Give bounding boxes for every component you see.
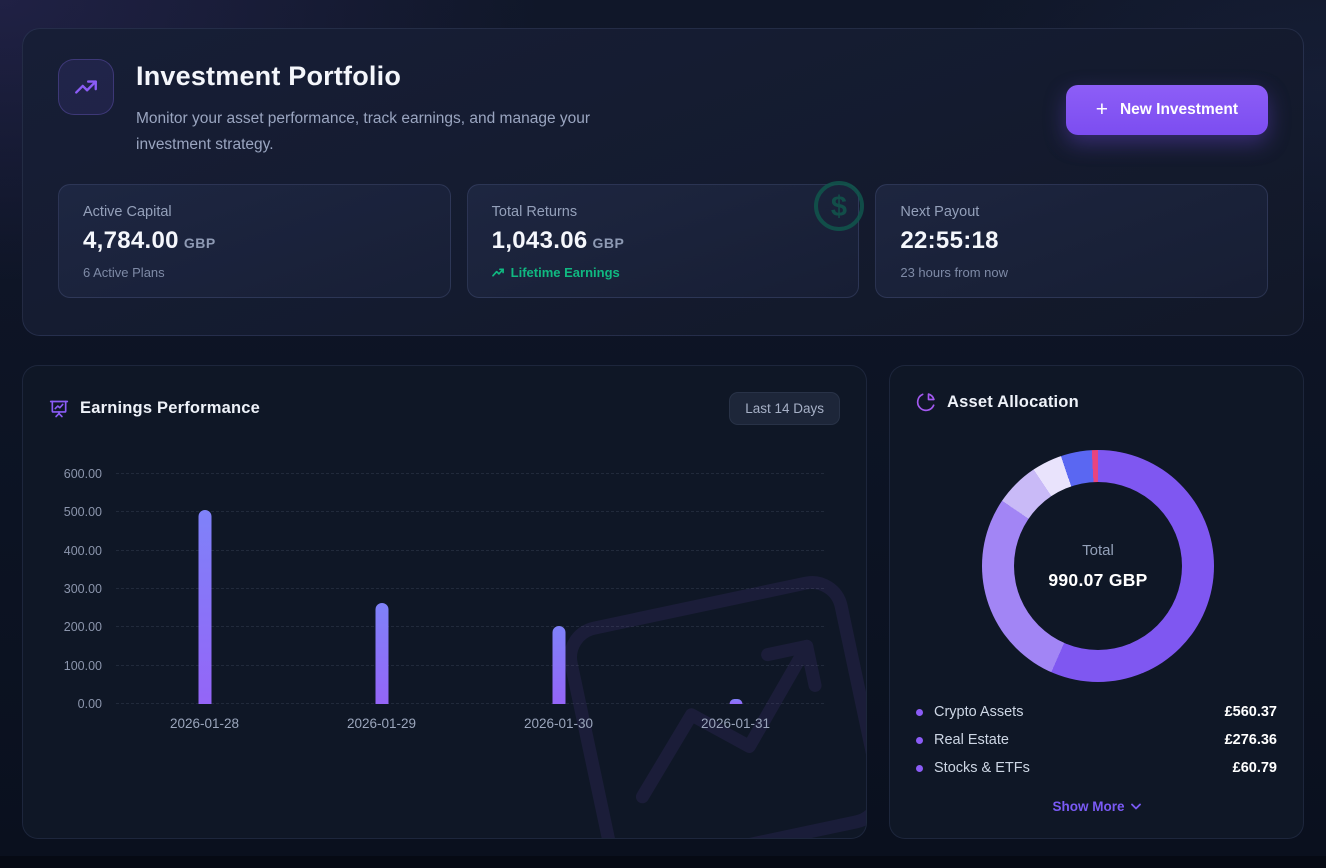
- allocation-panel-title: Asset Allocation: [947, 392, 1079, 411]
- y-axis-tick: 100.00: [63, 658, 102, 673]
- stat-value: 4,784.00 GBP: [83, 227, 216, 255]
- page-title: Investment Portfolio: [136, 61, 402, 91]
- show-more-label: Show More: [1052, 799, 1125, 814]
- stat-subtext: Lifetime Earnings: [510, 265, 620, 281]
- earnings-panel-title: Earnings Performance: [80, 399, 261, 417]
- donut-total-label: Total: [1082, 541, 1114, 559]
- gridline: [116, 626, 824, 628]
- stats-row: Active Capital 4,784.00 GBP 6 Active Plan…: [58, 181, 1269, 299]
- earnings-bar-2026-01-29[interactable]: [375, 603, 388, 704]
- gridline: [116, 549, 824, 551]
- presentation-chart-icon: [49, 400, 69, 417]
- legend-row-crypto: Crypto Assets £560.37: [916, 698, 1277, 726]
- y-axis-tick: 600.00: [63, 467, 102, 481]
- stat-value: 1,043.06 GBP: [491, 227, 625, 255]
- lifetime-earnings-row: Lifetime Earnings: [491, 265, 835, 281]
- legend-value: £560.37: [1224, 704, 1277, 720]
- y-axis-tick: 200.00: [63, 620, 102, 635]
- stat-label: Total Returns: [491, 204, 578, 221]
- stat-card-next-payout: Next Payout 22:55:18 23 hours from now: [875, 184, 1269, 299]
- asset-allocation-panel: Asset Allocation Total 990.07 GBP Crypto…: [889, 365, 1304, 839]
- earnings-bar-2026-01-31[interactable]: [729, 699, 742, 704]
- y-axis-tick: 400.00: [63, 543, 102, 558]
- stat-card-active-capital: Active Capital 4,784.00 GBP 6 Active Plan…: [58, 184, 451, 299]
- legend-dot: [916, 764, 923, 772]
- donut-center: Total 990.07 GBP: [1014, 482, 1182, 650]
- date-range-badge[interactable]: Last 14 Days: [729, 392, 840, 425]
- stat-subtext: 6 Active Plans: [83, 265, 165, 281]
- x-axis-label: 2026-01-29: [346, 716, 417, 731]
- donut-total-value: 990.07 GBP: [1048, 569, 1148, 590]
- legend-row-stocks: Stocks & ETFs £60.79: [916, 754, 1277, 782]
- new-investment-button[interactable]: + New Investment: [1065, 85, 1268, 135]
- earnings-bar-2026-01-30[interactable]: [552, 626, 565, 704]
- y-axis-tick: 0.00: [77, 697, 102, 711]
- portfolio-icon-tile: [58, 59, 114, 115]
- stat-label: Active Capital: [83, 204, 172, 221]
- pie-chart-icon: [916, 393, 935, 412]
- allocation-donut[interactable]: Total 990.07 GBP: [982, 450, 1214, 682]
- page-subtitle: Monitor your asset performance, track ea…: [136, 110, 591, 154]
- gridline: [116, 588, 824, 589]
- new-investment-label: New Investment: [1119, 101, 1238, 118]
- x-axis-label: 2026-01-31: [700, 716, 771, 731]
- allocation-legend: Crypto Assets £560.37 Real Estate £276.3…: [916, 698, 1277, 782]
- x-axis-label: 2026-01-28: [169, 716, 240, 731]
- legend-dot: [916, 708, 923, 716]
- show-more-link[interactable]: Show More: [890, 799, 1303, 814]
- gridline: [116, 473, 824, 474]
- trending-up-icon: [75, 80, 97, 94]
- gridline: [116, 511, 824, 513]
- plus-icon: +: [1095, 97, 1108, 121]
- y-axis-tick: 300.00: [63, 582, 102, 596]
- chevron-down-icon: [1130, 803, 1141, 810]
- gridline: [116, 664, 824, 666]
- legend-label: Crypto Assets: [934, 704, 1024, 720]
- legend-label: Real Estate: [934, 732, 1009, 748]
- earnings-performance-panel: Earnings Performance Last 14 Days 600.00…: [22, 365, 867, 839]
- payout-countdown: 22:55:18: [900, 227, 999, 255]
- legend-dot: [916, 736, 923, 744]
- bottom-divider: [0, 856, 1326, 868]
- earnings-bar-2026-01-28[interactable]: [198, 510, 211, 704]
- legend-label: Stocks & ETFs: [934, 760, 1030, 776]
- legend-value: £60.79: [1232, 760, 1277, 776]
- stat-card-total-returns: $ Total Returns 1,043.06 GBP Lifetime Ear…: [466, 181, 865, 299]
- portfolio-header-card: Investment Portfolio Monitor your asset …: [22, 28, 1304, 336]
- trend-arrow-icon: [491, 268, 504, 277]
- currency-label: GBP: [592, 235, 625, 252]
- earnings-chart: 600.00 500.00 400.00 300.00 200.00 100.00 0.00…: [64, 467, 824, 731]
- legend-row-real-estate: Real Estate £276.36: [916, 726, 1277, 754]
- stat-subtext: 23 hours from now: [900, 265, 1009, 281]
- x-axis-label: 2026-01-30: [523, 716, 594, 731]
- legend-value: £276.36: [1224, 732, 1277, 748]
- currency-label: GBP: [183, 235, 216, 252]
- stat-label: Next Payout: [900, 204, 980, 221]
- gridline: [116, 703, 824, 704]
- y-axis-tick: 500.00: [63, 505, 102, 520]
